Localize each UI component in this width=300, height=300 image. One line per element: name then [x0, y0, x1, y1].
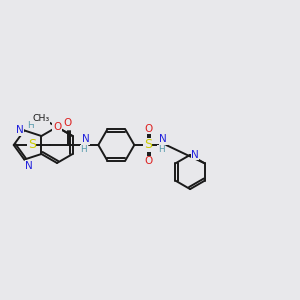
Text: O: O: [53, 122, 61, 132]
Text: O: O: [64, 118, 72, 128]
Text: S: S: [144, 139, 152, 152]
Text: O: O: [145, 124, 153, 134]
Text: H: H: [80, 146, 87, 154]
Text: CH₃: CH₃: [32, 114, 50, 123]
Text: H: H: [158, 146, 164, 154]
Text: H: H: [27, 121, 34, 130]
Text: S: S: [28, 139, 36, 152]
Text: O: O: [145, 156, 153, 167]
Text: N: N: [191, 150, 199, 160]
Text: N: N: [16, 125, 23, 135]
Text: N: N: [82, 134, 90, 144]
Text: N: N: [159, 134, 167, 144]
Text: N: N: [25, 160, 33, 171]
